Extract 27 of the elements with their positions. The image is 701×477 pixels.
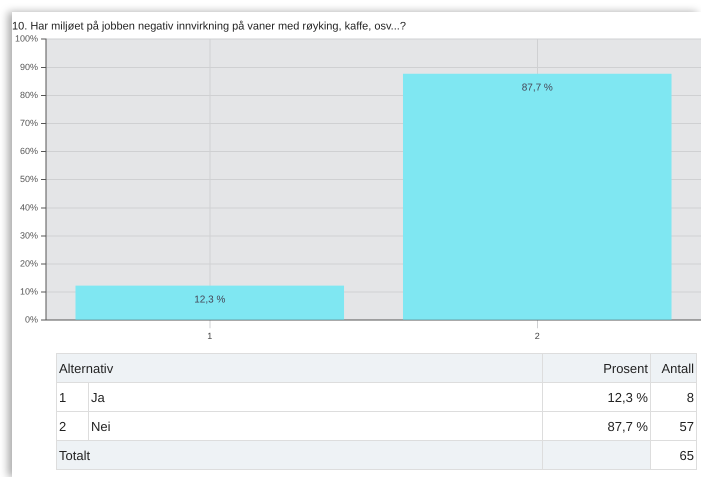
- text: 8: [651, 383, 697, 412]
- y-tick-label: 60%: [20, 146, 38, 156]
- text: 2: [57, 412, 89, 441]
- data-label: 87,7 %: [522, 82, 553, 94]
- text: 1: [57, 383, 89, 412]
- text: 65: [651, 441, 697, 470]
- text: 87,7 %: [543, 412, 651, 441]
- text: 12,3 %: [543, 383, 651, 412]
- y-tick-label: 80%: [20, 90, 38, 100]
- text: Ja: [89, 383, 543, 412]
- y-tick-label: 0%: [25, 314, 38, 325]
- y-tick-label: 10%: [20, 286, 38, 297]
- y-tick-label: 100%: [14, 34, 38, 44]
- y-tick-label: 20%: [20, 258, 38, 268]
- text: Prosent: [543, 354, 651, 383]
- chart-title: 10. Har miljøet på jobben negativ innvirkning på vaner med røyking, kaffe, osv...?: [12, 20, 406, 33]
- data-label: 12,3 %: [194, 294, 226, 306]
- text: Alternativ: [57, 354, 543, 383]
- text: Totalt: [57, 441, 543, 470]
- text: Nei: [89, 412, 543, 441]
- y-tick-label: 70%: [20, 118, 38, 128]
- y-tick-label: 90%: [20, 62, 38, 72]
- y-tick-label: 40%: [20, 202, 38, 212]
- y-tick-label: 30%: [20, 230, 38, 240]
- text: Antall: [651, 354, 697, 383]
- text: 57: [651, 412, 697, 441]
- y-tick-label: 50%: [20, 174, 38, 184]
